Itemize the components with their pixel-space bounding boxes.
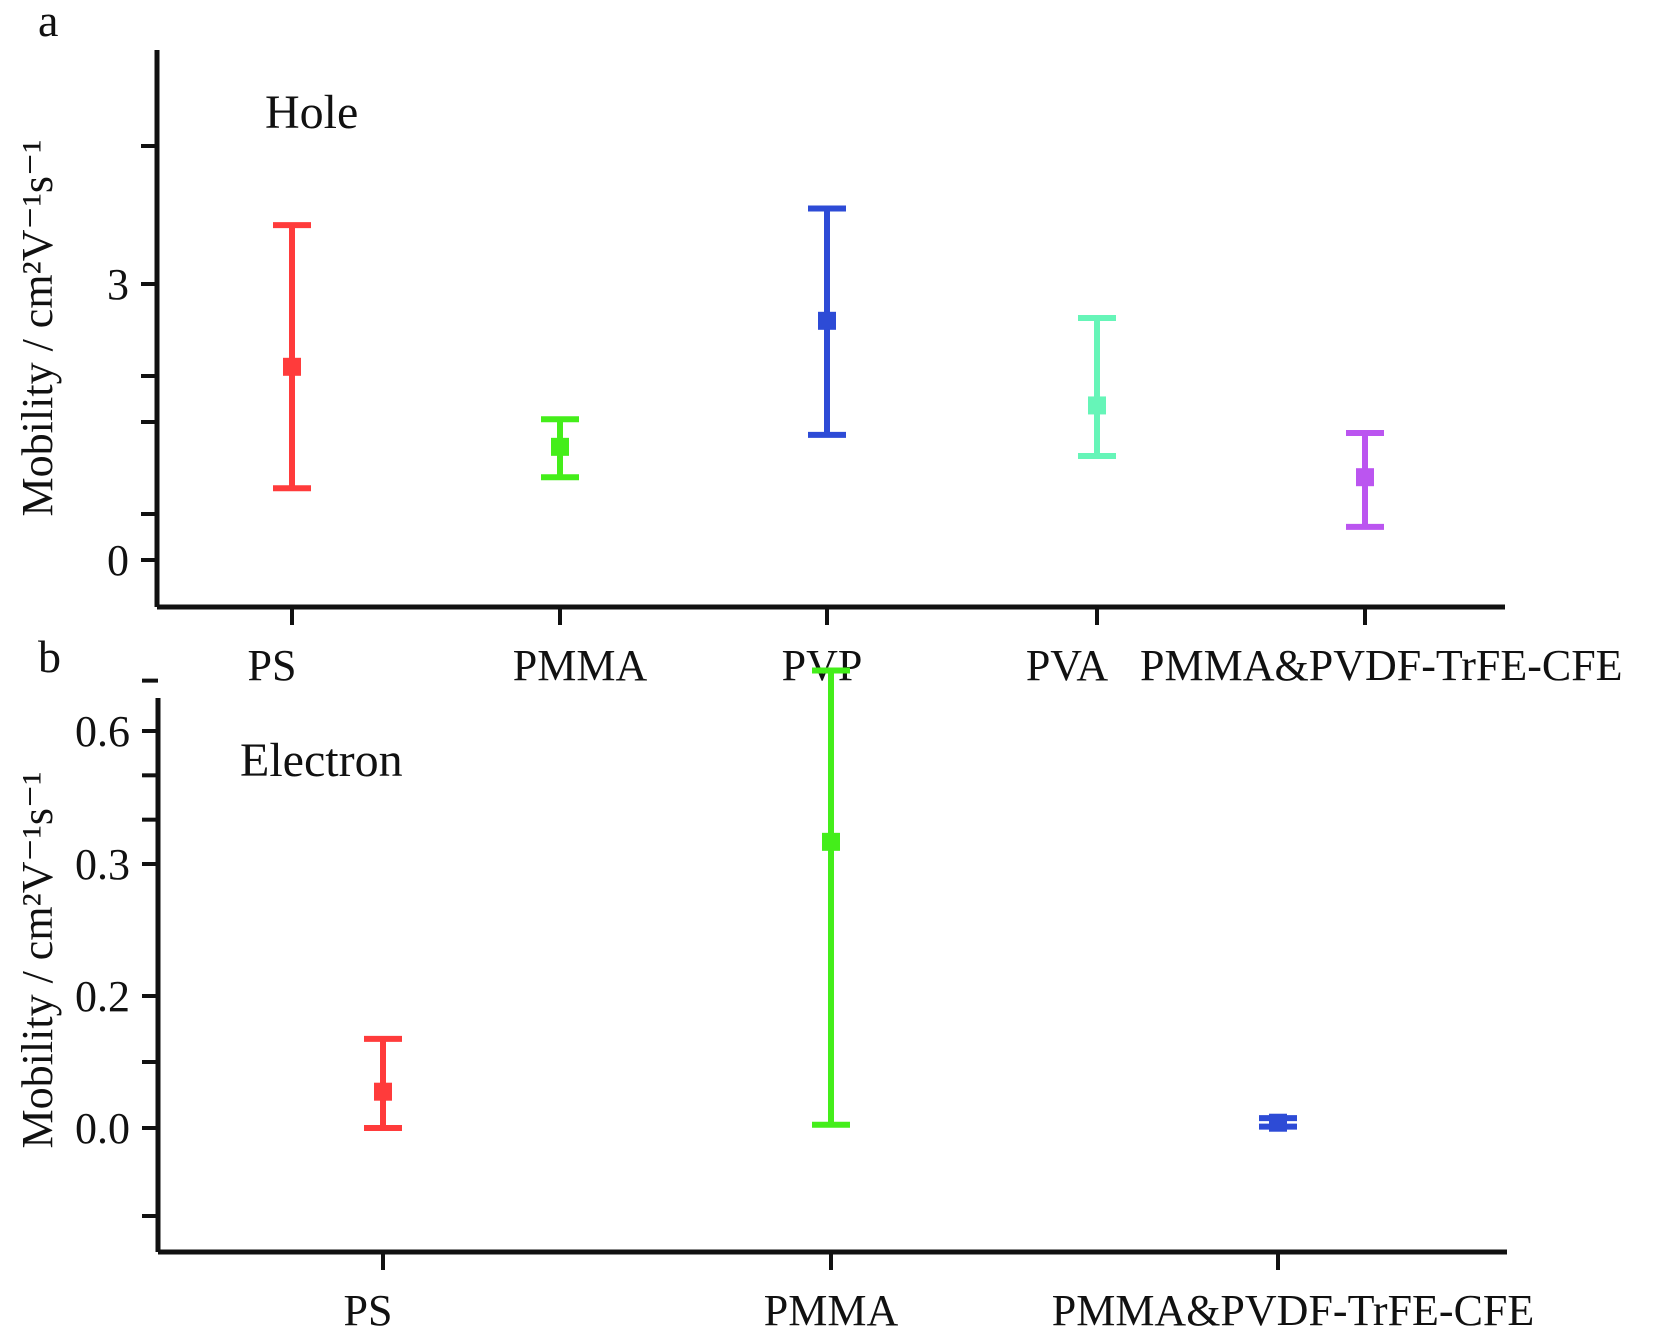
panel-a-point-pmma: [541, 416, 579, 481]
panel-a-x-category-label: PVA: [1026, 641, 1109, 690]
panel-b-y-tick-label: 0.2: [75, 972, 130, 1021]
panel-b-electron-mobility: b Electron Mobility / cm²V⁻¹s⁻¹ 0.0 0.2 0.…: [13, 631, 1534, 1328]
panel-a-point-ps: [273, 222, 311, 492]
mean-marker: [1356, 468, 1374, 487]
panel-a-point-pmma-pvdf-trfe-cfe: [1346, 430, 1384, 530]
mean-marker: [551, 437, 569, 456]
panel-a-point-pva: [1078, 315, 1116, 460]
panel-a-hole-mobility: a Hole Mobility / cm²V⁻¹s⁻¹ 0 3 PS PMMA PVP P…: [13, 0, 1623, 690]
mean-marker: [1088, 396, 1106, 415]
mean-marker: [1269, 1113, 1287, 1132]
panel-b-point-pmma: [812, 667, 850, 1128]
panel-a-point-pvp: [808, 205, 846, 438]
panel-b-y-axis-title: Mobility / cm²V⁻¹s⁻¹: [13, 772, 62, 1149]
mean-marker: [818, 311, 836, 330]
panel-a-y-tick-label: 3: [107, 260, 129, 309]
panel-a-y-axis-title: Mobility / cm²V⁻¹s⁻¹: [13, 140, 62, 517]
panel-b-x-category-label: PS: [344, 1286, 393, 1328]
mean-marker: [283, 357, 301, 376]
panel-a-x-category-label: PS: [248, 641, 297, 690]
panel-b-y-tick-label: 0.6: [75, 707, 130, 756]
mean-marker: [822, 832, 840, 851]
panel-b-letter: b: [38, 631, 61, 682]
panel-b-x-category-label: PMMA&PVDF-TrFE-CFE: [1052, 1286, 1535, 1328]
panel-a-x-category-label: PMMA: [513, 641, 648, 690]
panel-a-label: Hole: [265, 86, 358, 139]
panel-a-x-category-label: PMMA&PVDF-TrFE-CFE: [1140, 641, 1623, 690]
panel-b-y-tick-label: 0.3: [75, 840, 130, 889]
panel-b-point-pmma-pvdf-trfe-cfe: [1259, 1113, 1297, 1132]
panel-b-x-category-label: PMMA: [764, 1286, 899, 1328]
panel-b-label: Electron: [240, 734, 403, 787]
mean-marker: [374, 1082, 392, 1101]
panel-a-x-category-label: PVP: [782, 641, 863, 690]
panel-b-y-tick-label: 0.0: [75, 1104, 130, 1153]
panel-b-point-ps: [364, 1035, 402, 1131]
panel-a-y-tick-label: 0: [107, 536, 129, 585]
panel-a-letter: a: [38, 0, 58, 46]
